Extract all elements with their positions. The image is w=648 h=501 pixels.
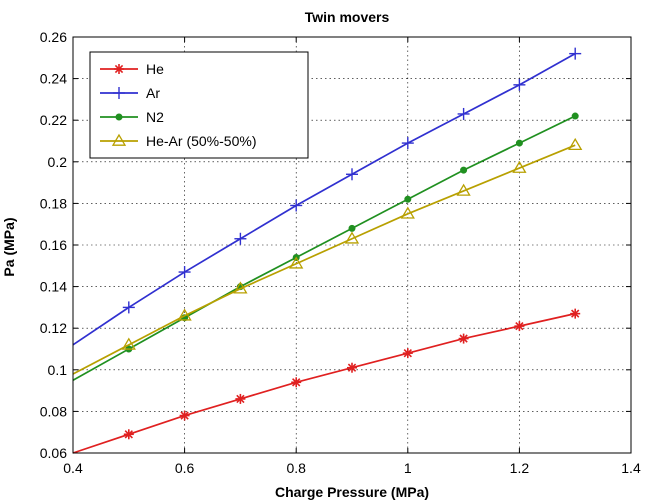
- y-tick-label: 0.14: [40, 279, 67, 295]
- data-point: [289, 256, 304, 269]
- y-tick-label: 0.08: [40, 403, 67, 419]
- data-point: [235, 393, 246, 404]
- legend-marker: [113, 87, 125, 99]
- data-point: [514, 321, 525, 332]
- data-point: [568, 137, 583, 151]
- x-tick-label: 1.4: [621, 460, 641, 476]
- data-point: [457, 107, 470, 120]
- data-point: [177, 308, 192, 321]
- data-point: [348, 224, 356, 232]
- data-point: [401, 137, 414, 150]
- data-point: [344, 231, 360, 244]
- data-point: [233, 281, 248, 294]
- series-line: [72, 312, 576, 454]
- y-tick-label: 0.22: [40, 112, 67, 128]
- y-tick-label: 0.06: [40, 445, 67, 461]
- series-n2: [72, 112, 579, 381]
- data-point: [456, 183, 471, 196]
- data-point: [123, 429, 134, 440]
- data-point: [402, 348, 413, 359]
- x-tick-label: 0.4: [63, 460, 83, 476]
- x-tick-label: 0.6: [175, 460, 195, 476]
- data-point: [122, 301, 135, 314]
- series-he-ar-50-50-: [72, 137, 583, 375]
- legend-marker: [111, 133, 127, 146]
- data-point: [460, 166, 468, 174]
- data-point: [234, 232, 247, 245]
- data-point: [400, 206, 415, 219]
- data-point: [570, 308, 581, 319]
- y-tick-label: 0.1: [48, 362, 68, 378]
- data-point: [178, 266, 191, 279]
- series-line: [72, 115, 576, 381]
- x-axis-label: Charge Pressure (MPa): [275, 484, 429, 500]
- series-line: [72, 52, 576, 346]
- data-point: [512, 160, 527, 173]
- data-point: [513, 78, 526, 91]
- data-point: [347, 362, 357, 373]
- series-layer: [72, 47, 583, 454]
- legend-marker: [115, 113, 123, 121]
- legend-label: N2: [146, 109, 164, 125]
- y-tick-label: 0.24: [40, 71, 67, 87]
- legend-item: He-Ar (50%-50%): [100, 133, 256, 149]
- x-tick-label: 1: [404, 460, 412, 476]
- series-line: [72, 144, 576, 375]
- legend-label: He: [146, 61, 164, 77]
- data-point: [569, 47, 582, 60]
- legend-item: He: [100, 61, 164, 77]
- legend-item: N2: [100, 109, 164, 125]
- chart-title: Twin movers: [305, 9, 390, 25]
- y-tick-label: 0.12: [40, 320, 67, 336]
- data-point: [458, 333, 469, 344]
- data-point: [121, 337, 136, 350]
- y-tick-label: 0.26: [40, 29, 67, 45]
- data-point: [571, 112, 579, 120]
- y-tick-label: 0.2: [48, 154, 68, 170]
- data-point: [515, 139, 523, 147]
- data-point: [291, 377, 302, 388]
- legend-label: He-Ar (50%-50%): [146, 133, 256, 149]
- x-tick-label: 1.2: [510, 460, 530, 476]
- legend: He Ar N2 He-Ar (50%-50%): [89, 51, 309, 159]
- data-point: [179, 410, 190, 421]
- y-axis-label: Pa (MPa): [1, 217, 17, 276]
- legend-marker: [114, 64, 124, 74]
- x-tick-label: 0.8: [286, 460, 306, 476]
- y-tick-label: 0.16: [40, 237, 67, 253]
- data-point: [346, 168, 358, 181]
- series-ar: [72, 47, 582, 346]
- y-tick-label: 0.18: [40, 195, 67, 211]
- legend-item: Ar: [100, 85, 160, 101]
- data-point: [404, 195, 412, 203]
- series-he: [72, 308, 581, 454]
- legend-label: Ar: [146, 85, 160, 101]
- tick-layer: 0.4 0.6 0.8 1 1.2 1.4 0.06 0.08 0.1 0.12 0.14 0.16 0…: [40, 29, 641, 476]
- data-point: [290, 199, 303, 212]
